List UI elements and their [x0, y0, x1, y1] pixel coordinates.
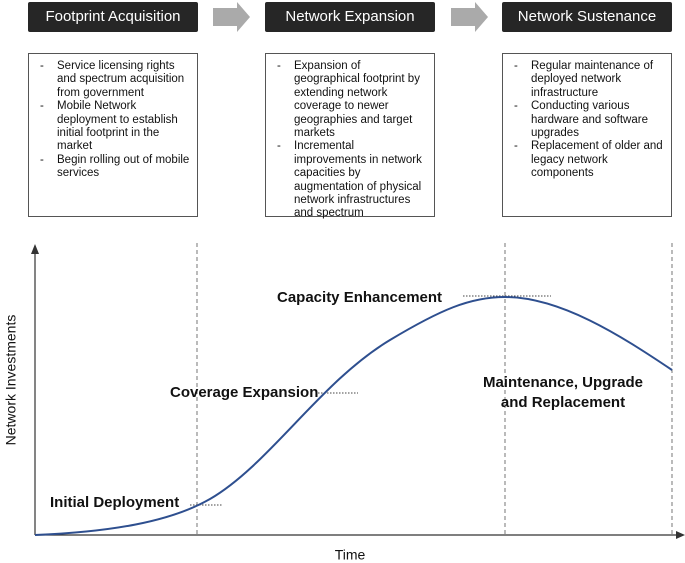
bullet: Regular maintenance of deployed network … [514, 60, 665, 100]
bullet: Conducting various hardware and software… [514, 100, 665, 140]
bullet: Replacement of older and legacy network … [514, 140, 665, 180]
annotation: Initial Deployment [50, 494, 180, 511]
phase-title: Footprint Acquisition [28, 2, 198, 32]
y-axis-label: Network Investments [3, 315, 19, 446]
annotation: Coverage Expansion [170, 384, 319, 401]
investment-curve [34, 295, 673, 536]
phase-title: Network Expansion [265, 2, 435, 32]
phase-details: Service licensing rights and spectrum ac… [28, 53, 198, 217]
x-axis-arrow [676, 531, 685, 539]
x-axis-label: Time [335, 547, 366, 563]
annotation: Capacity Enhancement [277, 289, 443, 306]
annotation: Maintenance, Upgrade and Replacement [482, 374, 644, 411]
bullet: Incremental improvements in network capa… [277, 140, 428, 220]
bullet: Service licensing rights and spectrum ac… [40, 60, 191, 100]
phase-details: Expansion of geographical footprint by e… [265, 53, 435, 220]
phase-details: Regular maintenance of deployed network … [502, 53, 672, 217]
bullet: Mobile Network deployment to establish i… [40, 100, 191, 154]
arrow [213, 2, 250, 32]
y-axis-arrow [31, 244, 39, 254]
arrow [451, 2, 488, 32]
bullet: Begin rolling out of mobile services [40, 154, 191, 181]
phase-title: Network Sustenance [502, 2, 672, 32]
bullet: Expansion of geographical footprint by e… [277, 60, 428, 140]
